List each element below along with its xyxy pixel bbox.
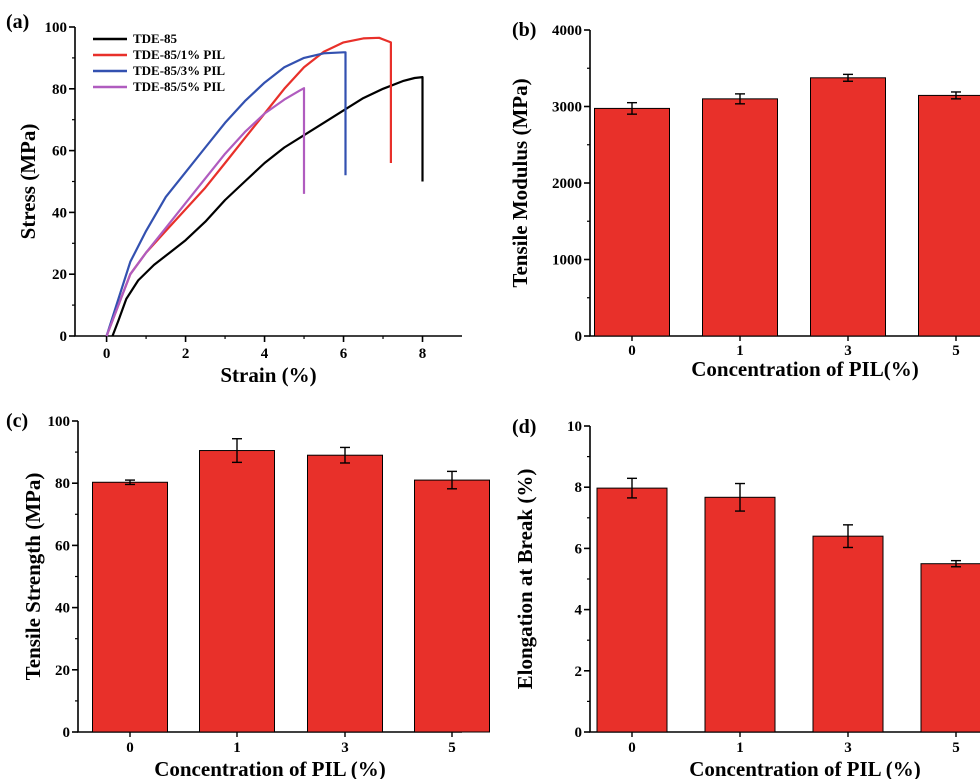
y-tick-label: 100 — [45, 20, 68, 36]
series-line-0 — [111, 76, 424, 337]
x-tick-label: 3 — [341, 740, 349, 756]
bar — [414, 479, 490, 733]
x-tick-label: 0 — [628, 740, 636, 756]
legend-label-3: TDE-85/5% PIL — [133, 79, 225, 94]
x-tick-label: 0 — [628, 343, 636, 359]
y-axis-title: Elongation at Break (%) — [513, 469, 537, 690]
x-tick-label: 2 — [182, 346, 190, 362]
x-axis-title: Concentration of PIL (%) — [689, 757, 921, 779]
bar — [920, 563, 980, 733]
y-tick-label: 2000 — [552, 176, 582, 192]
y-tick-label: 4000 — [552, 23, 582, 39]
bar — [199, 450, 275, 733]
y-tick-label: 80 — [52, 82, 67, 98]
y-tick-label: 2 — [575, 664, 583, 680]
x-axis-title: Concentration of PIL(%) — [691, 357, 918, 381]
x-tick-label: 0 — [126, 740, 134, 756]
x-tick-label: 1 — [736, 740, 744, 756]
x-axis-title: Strain (%) — [220, 363, 316, 387]
x-tick-label: 3 — [844, 343, 852, 359]
x-tick-label: 1 — [736, 343, 744, 359]
panel-label: (b) — [512, 19, 536, 41]
legend-label-2: TDE-85/3% PIL — [133, 63, 225, 78]
bar — [918, 94, 980, 337]
x-tick-label: 5 — [448, 740, 456, 756]
y-tick-label: 100 — [48, 414, 71, 430]
legend-label-0: TDE-85 — [133, 31, 178, 46]
y-axis-title: Tensile Strength (MPa) — [21, 473, 45, 681]
bar — [704, 496, 776, 733]
y-axis-title: Stress (MPa) — [16, 124, 40, 240]
x-tick-label: 0 — [103, 346, 111, 362]
y-axis-title: Tensile Modulus (MPa) — [508, 78, 532, 287]
y-tick-label: 4 — [575, 603, 583, 619]
y-tick-label: 0 — [63, 725, 71, 741]
series-line-3 — [105, 87, 306, 337]
x-tick-label: 3 — [844, 740, 852, 756]
y-tick-label: 40 — [52, 205, 67, 221]
x-tick-label: 5 — [952, 343, 960, 359]
y-tick-label: 10 — [567, 419, 582, 435]
bar — [812, 535, 884, 733]
panel-label: (c) — [6, 410, 28, 432]
y-tick-label: 0 — [60, 329, 68, 345]
y-tick-label: 20 — [55, 663, 70, 679]
bar — [596, 487, 668, 733]
x-tick-label: 4 — [261, 346, 269, 362]
x-tick-label: 5 — [952, 740, 960, 756]
x-tick-label: 1 — [233, 740, 241, 756]
bar — [307, 454, 383, 733]
y-tick-label: 6 — [575, 541, 583, 557]
y-tick-label: 1000 — [552, 253, 582, 269]
bar — [594, 107, 670, 337]
legend-label-1: TDE-85/1% PIL — [133, 47, 225, 62]
y-tick-label: 0 — [575, 329, 583, 345]
y-tick-label: 60 — [52, 144, 67, 160]
panel-label: (d) — [512, 416, 536, 438]
bar — [702, 98, 778, 337]
x-axis-title: Concentration of PIL (%) — [154, 757, 386, 779]
y-tick-label: 3000 — [552, 100, 582, 116]
y-tick-label: 0 — [575, 725, 583, 741]
series-line-2 — [105, 51, 347, 337]
y-tick-label: 20 — [52, 267, 67, 283]
y-tick-label: 8 — [575, 480, 583, 496]
bar — [810, 77, 886, 337]
panel-label: (a) — [6, 11, 29, 33]
x-tick-label: 6 — [340, 346, 348, 362]
y-tick-label: 60 — [55, 538, 70, 554]
bar — [92, 481, 168, 733]
x-tick-label: 8 — [419, 346, 427, 362]
y-tick-label: 40 — [55, 601, 70, 617]
y-tick-label: 80 — [55, 476, 70, 492]
